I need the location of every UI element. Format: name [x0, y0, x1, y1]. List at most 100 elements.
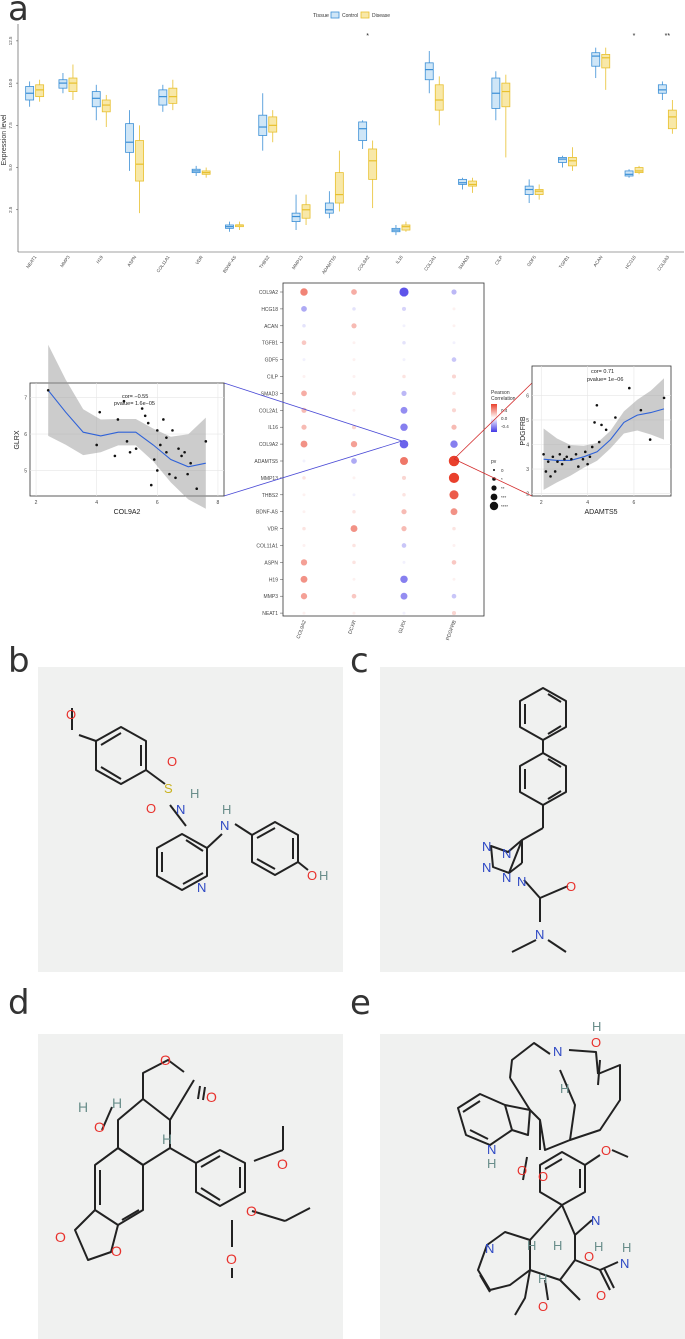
scatter-point: [186, 472, 189, 476]
atom-label: N: [482, 860, 491, 875]
atom-label: H: [538, 1271, 547, 1286]
correlation-dot: [402, 493, 406, 497]
correlation-dot: [451, 424, 457, 430]
scatter-point: [662, 396, 666, 400]
atom-label: N: [487, 1142, 496, 1157]
correlation-dot: [352, 493, 356, 497]
dotplot-row-label: VDR: [267, 527, 278, 533]
scatter-point: [98, 410, 102, 414]
scatter-right-cor: cor= 0.71: [591, 369, 614, 375]
box-iqr: [434, 84, 444, 111]
box-disease-il16: [401, 221, 411, 232]
scatter-point: [134, 447, 138, 450]
x-tick-label: 4: [95, 500, 98, 506]
correlation-dot: [302, 526, 306, 531]
scatter-adamts5-pdgfrb: cor= 0.71 pvalue= 1e−06 ADAMTS5 PDGFRB 2…: [520, 365, 672, 516]
scatter-point: [143, 414, 147, 418]
molecule-d-atoms: O O H O H H O O O O O: [55, 1052, 288, 1267]
box-iqr: [368, 148, 378, 180]
correlation-dot: [400, 457, 408, 465]
scatter-point: [563, 457, 566, 461]
atom-label: O: [538, 1299, 548, 1314]
box-control-vdr: [191, 165, 201, 176]
atom-label: O: [66, 707, 76, 722]
scatter-point: [549, 475, 552, 478]
legend-title: Tissue: [313, 13, 329, 19]
dotplot-row-label: H19: [269, 577, 278, 583]
atom-label: O: [596, 1288, 606, 1303]
box-iqr: [624, 170, 634, 177]
scatter-point: [593, 421, 596, 424]
box-control-adamts5: [324, 191, 334, 219]
correlation-dot: [399, 439, 409, 449]
scatter-right-ylabel: PDGFRB: [520, 416, 527, 446]
dotplot-row-label: COL2A1: [259, 408, 278, 414]
scatter-point: [600, 423, 603, 427]
dotplot-row-label: SMAD3: [261, 391, 278, 397]
y-axis-label: Expression level: [1, 114, 8, 165]
scatter-point: [614, 416, 617, 419]
box-control-neat1: [25, 81, 35, 107]
correlation-dot: [400, 575, 408, 584]
box-disease-col11a1: [168, 79, 178, 111]
scatter-point: [146, 421, 150, 425]
scatter-point: [156, 469, 159, 472]
scatter-point: [113, 454, 117, 458]
scatter-point: [165, 450, 168, 454]
scatter-point: [590, 445, 594, 449]
scatter-point: [565, 455, 569, 459]
scatter-point: [648, 438, 652, 441]
dotplot-row-label: TGFB1: [262, 341, 278, 347]
x-tick-label: GDF5: [526, 254, 537, 267]
scatter-point: [639, 408, 643, 412]
scatter-point: [588, 455, 592, 459]
box-iqr: [558, 157, 567, 163]
molecule-b-atoms: O S O O N H N H N O H: [66, 707, 328, 895]
box-iqr: [35, 84, 45, 98]
dotplot-row-label: HCG18: [261, 307, 278, 313]
atom-label: N: [502, 870, 511, 885]
box-iqr: [524, 185, 534, 195]
pearson-legend-title-2: Correlation: [491, 396, 516, 402]
correlation-dot: [352, 408, 356, 412]
box-disease-mmp13: [301, 194, 311, 225]
scatter-right-pvalue: pvalue= 1e−06: [587, 377, 623, 383]
correlation-dot: [452, 391, 456, 396]
box-control-col9a3: [657, 81, 667, 100]
correlation-dot: [402, 374, 406, 379]
box-disease-smad3: [468, 177, 477, 193]
scatter-right-fit-line: [543, 408, 665, 461]
atom-label: O: [206, 1089, 217, 1105]
molecule-e-atoms: H O N N H H O O O N N H H O H O H N H O: [485, 1019, 631, 1314]
dotplot-row-label: GDF5: [265, 358, 279, 364]
correlation-dot: [350, 440, 358, 448]
atom-label: H: [112, 1095, 122, 1111]
x-tick-label: CILP: [494, 255, 504, 266]
x-tick-label: MMP3: [59, 254, 71, 268]
scatter-point: [567, 445, 571, 449]
scatter-point: [180, 454, 183, 458]
pearson-tick-high: 0.4: [501, 408, 508, 413]
correlation-dot: [302, 544, 306, 547]
atom-label: H: [553, 1238, 562, 1253]
expression-boxplot: Tissue Control Disease Expression level …: [1, 11, 684, 275]
atom-label: H: [222, 802, 231, 817]
dotplot-row-label: ADAMTS5: [254, 459, 278, 465]
scatter-point: [542, 453, 545, 456]
box-iqr: [301, 204, 311, 219]
atom-label: H: [560, 1081, 569, 1096]
scatter-left-pvalue: pvalue= 1.6e−05: [114, 401, 155, 407]
box-disease-adamts5: [334, 150, 344, 212]
dotplot-row-label: ASPN: [264, 560, 278, 566]
connector-left-bottom: [223, 440, 403, 497]
panel-label-b: b: [8, 641, 30, 681]
correlation-dot: [351, 391, 357, 396]
box-control-mmp3: [58, 72, 68, 94]
dotplot-row-label: MMP13: [261, 476, 278, 482]
correlation-dot: [351, 289, 357, 295]
correlation-dot: [401, 390, 407, 396]
dotplot-row-label: IL16: [268, 425, 278, 431]
correlation-dot: [352, 341, 356, 345]
box-control-gdf5: [524, 179, 534, 204]
box-disease-thbs2: [268, 110, 278, 143]
